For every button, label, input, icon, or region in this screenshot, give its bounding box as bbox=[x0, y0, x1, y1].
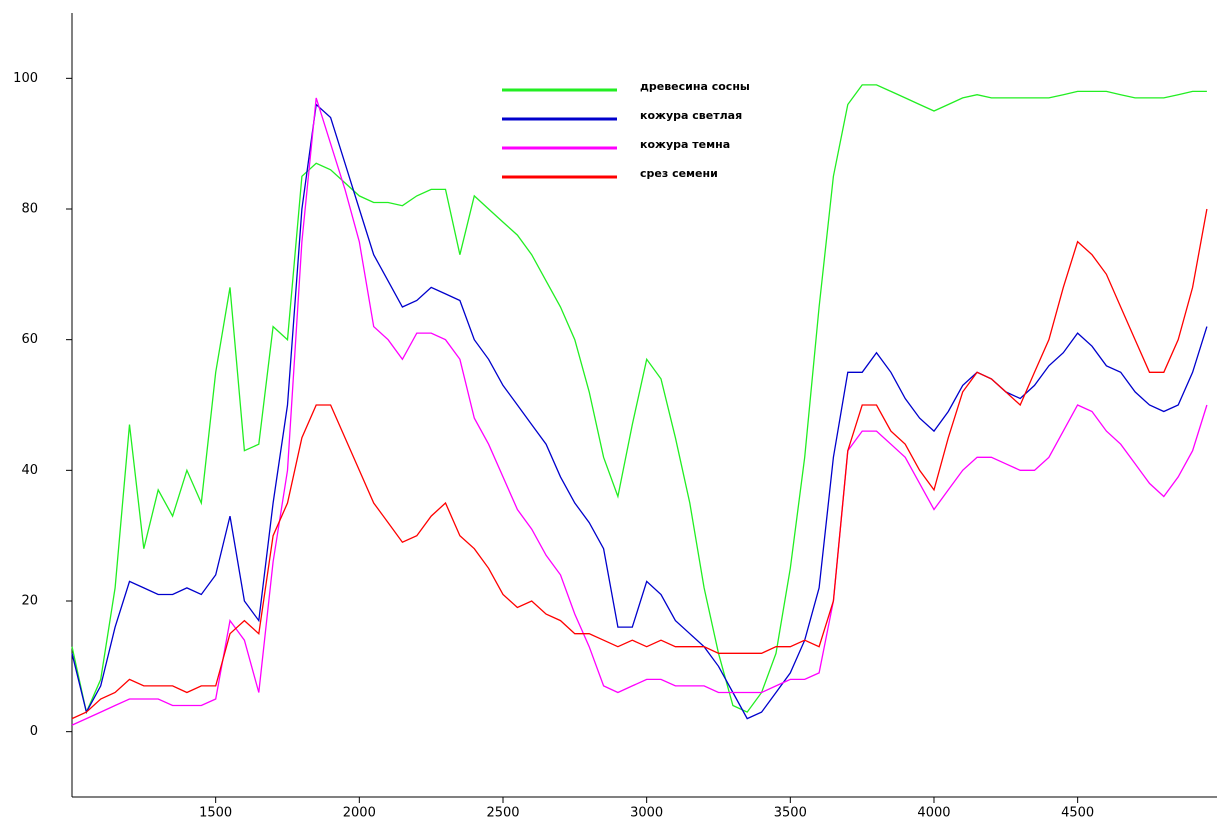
series-line bbox=[71, 97, 1208, 726]
y-tick-label: 100 bbox=[13, 71, 38, 86]
x-tick-label: 3000 bbox=[630, 806, 663, 821]
legend-label: кожура светлая bbox=[640, 109, 742, 122]
legend-label: срез семени bbox=[640, 167, 718, 180]
x-tick-label: 1500 bbox=[199, 806, 232, 821]
x-tick-label: 4000 bbox=[917, 806, 950, 821]
series-line bbox=[71, 208, 1208, 720]
x-tick-label: 3500 bbox=[774, 806, 807, 821]
y-tick-label: 0 bbox=[30, 724, 38, 739]
y-tick-label: 20 bbox=[21, 594, 38, 609]
series-line bbox=[71, 84, 1207, 715]
x-tick-label: 2000 bbox=[343, 806, 376, 821]
series-line bbox=[71, 103, 1208, 720]
legend-label: древесина сосны bbox=[640, 80, 750, 93]
y-tick-label: 40 bbox=[21, 463, 38, 478]
legend-label: кожура темна bbox=[640, 138, 730, 151]
y-tick-label: 80 bbox=[21, 202, 38, 217]
x-tick-label: 2500 bbox=[486, 806, 519, 821]
y-tick-label: 60 bbox=[21, 332, 38, 347]
x-tick-label: 4500 bbox=[1061, 806, 1094, 821]
